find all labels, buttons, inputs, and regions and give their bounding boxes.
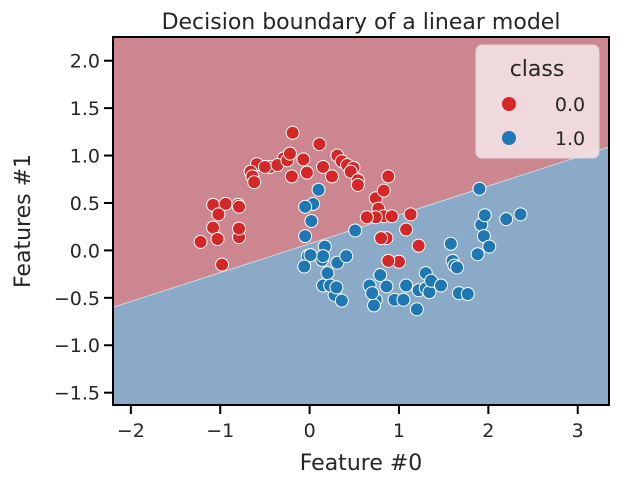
x-tick-label: 0 [304,420,316,442]
legend-title: class [510,57,565,82]
point-class-0 [215,257,230,272]
point-class-1 [443,236,458,251]
plot-frame [112,36,610,406]
y-tick-label: 0.5 [70,193,100,215]
point-class-0 [282,146,297,161]
point-class-0 [232,221,247,236]
point-class-1 [470,247,485,262]
point-class-1 [477,208,492,223]
y-tick-label: 1.0 [70,146,100,168]
x-axis-label: Feature #0 [300,451,423,476]
point-class-0 [247,175,262,190]
point-class-1 [396,292,411,307]
point-class-0 [312,137,327,152]
point-class-0 [403,207,418,222]
point-class-0 [257,159,272,174]
point-class-1 [298,229,313,244]
point-class-1 [320,266,335,281]
y-tick-label: 1.5 [70,98,100,120]
point-class-1 [499,212,514,227]
point-class-0 [211,207,226,222]
x-axis: −2 −1 0 1 2 3 [117,405,584,442]
y-tick-label: −0.5 [54,288,100,310]
point-class-1 [297,259,312,274]
point-class-1 [379,279,394,294]
point-class-1 [334,293,349,308]
y-axis-label: Features #1 [11,154,36,288]
point-class-1 [450,260,465,275]
point-class-1 [329,280,344,295]
point-class-1 [482,239,497,254]
point-class-1 [365,286,380,301]
point-class-0 [324,169,339,184]
x-tick-label: −1 [206,420,234,442]
point-class-0 [232,199,247,214]
point-class-1 [422,285,437,300]
point-class-1 [433,278,448,293]
point-class-0 [381,253,396,268]
point-class-0 [193,234,208,249]
y-tick-label: 0.0 [70,240,100,262]
point-class-0 [359,210,374,225]
point-class-1 [460,287,475,302]
point-class-0 [399,222,414,237]
legend-label-class-1: 1.0 [555,128,585,150]
point-class-1 [339,249,354,264]
point-class-0 [296,152,311,167]
point-class-1 [311,182,326,197]
point-class-1 [409,302,424,317]
legend-marker-class-1 [502,131,516,145]
y-tick-label: −1.5 [54,383,100,405]
y-tick-label: −1.0 [54,335,100,357]
point-class-0 [299,165,314,180]
point-class-1 [298,199,313,214]
point-class-0 [374,231,389,246]
point-class-1 [316,249,331,264]
point-class-0 [285,125,300,140]
legend-marker-class-0 [502,97,516,111]
point-class-1 [472,181,487,196]
point-class-1 [513,207,528,222]
x-tick-label: 1 [393,420,405,442]
point-class-0 [316,159,331,174]
y-tick-label: 2.0 [70,51,100,73]
point-class-1 [399,278,414,293]
chart-title: Decision boundary of a linear model [162,10,561,35]
x-tick-label: 2 [482,420,494,442]
point-class-0 [284,169,299,184]
point-class-0 [350,177,365,192]
point-class-0 [376,183,391,198]
point-class-1 [304,214,319,228]
legend-label-class-0: 0.0 [555,94,585,116]
point-class-1 [373,268,388,283]
point-class-1 [366,298,381,313]
x-tick-label: −2 [117,420,145,442]
points-layer [193,125,528,317]
y-axis: −1.5 −1.0 −0.5 0.0 0.5 1.0 1.5 2.0 [54,51,113,405]
legend: class 0.0 1.0 [475,44,600,159]
legend-box [475,44,600,159]
x-tick-label: 3 [572,420,584,442]
point-class-1 [348,223,363,238]
point-class-1 [303,248,318,263]
point-class-0 [381,169,396,184]
point-class-0 [210,232,225,247]
point-class-0 [384,209,399,224]
point-class-0 [411,238,426,253]
